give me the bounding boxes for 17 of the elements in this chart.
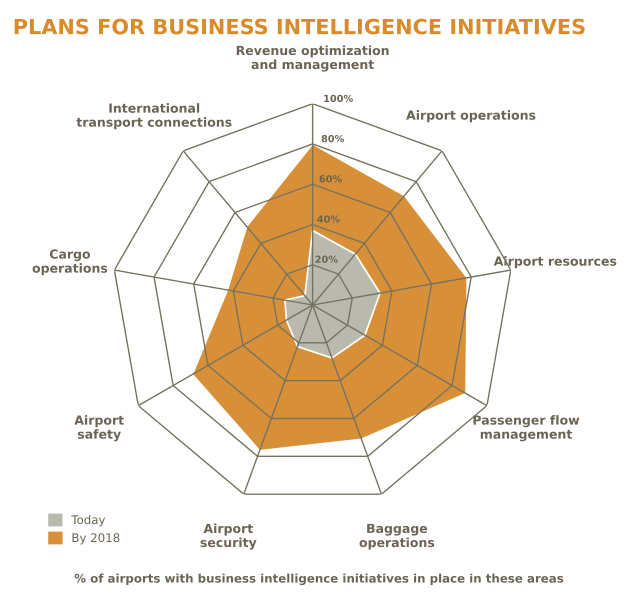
y-tick-label: 100% — [324, 94, 353, 102]
legend-label: Today — [71, 515, 106, 526]
y-tick-label: 20% — [315, 256, 338, 263]
legend-label: By 2018 — [72, 533, 120, 544]
y-tick-label: 40% — [317, 215, 340, 223]
spoke-label: Revenue optimization and management — [236, 45, 389, 72]
spoke-label: Airport security — [200, 523, 257, 550]
spoke-label: Cargo operations — [32, 249, 108, 276]
y-tick-label: 60% — [320, 175, 342, 182]
chart-title: PLANS FOR BUSINESS INTELLIGENCE INITIATIVES — [14, 18, 585, 34]
spoke-label: Passenger flow management — [474, 415, 580, 442]
spoke-label: International transport connections — [76, 103, 232, 130]
spoke-label: Airport operations — [406, 110, 536, 122]
spoke-label: Airport safety — [74, 415, 124, 442]
y-tick-label: 80% — [322, 134, 344, 142]
text: % of airports with business intelligence initiatives in place in these areas — [74, 574, 564, 586]
spoke-label: Baggage operations — [360, 524, 434, 550]
